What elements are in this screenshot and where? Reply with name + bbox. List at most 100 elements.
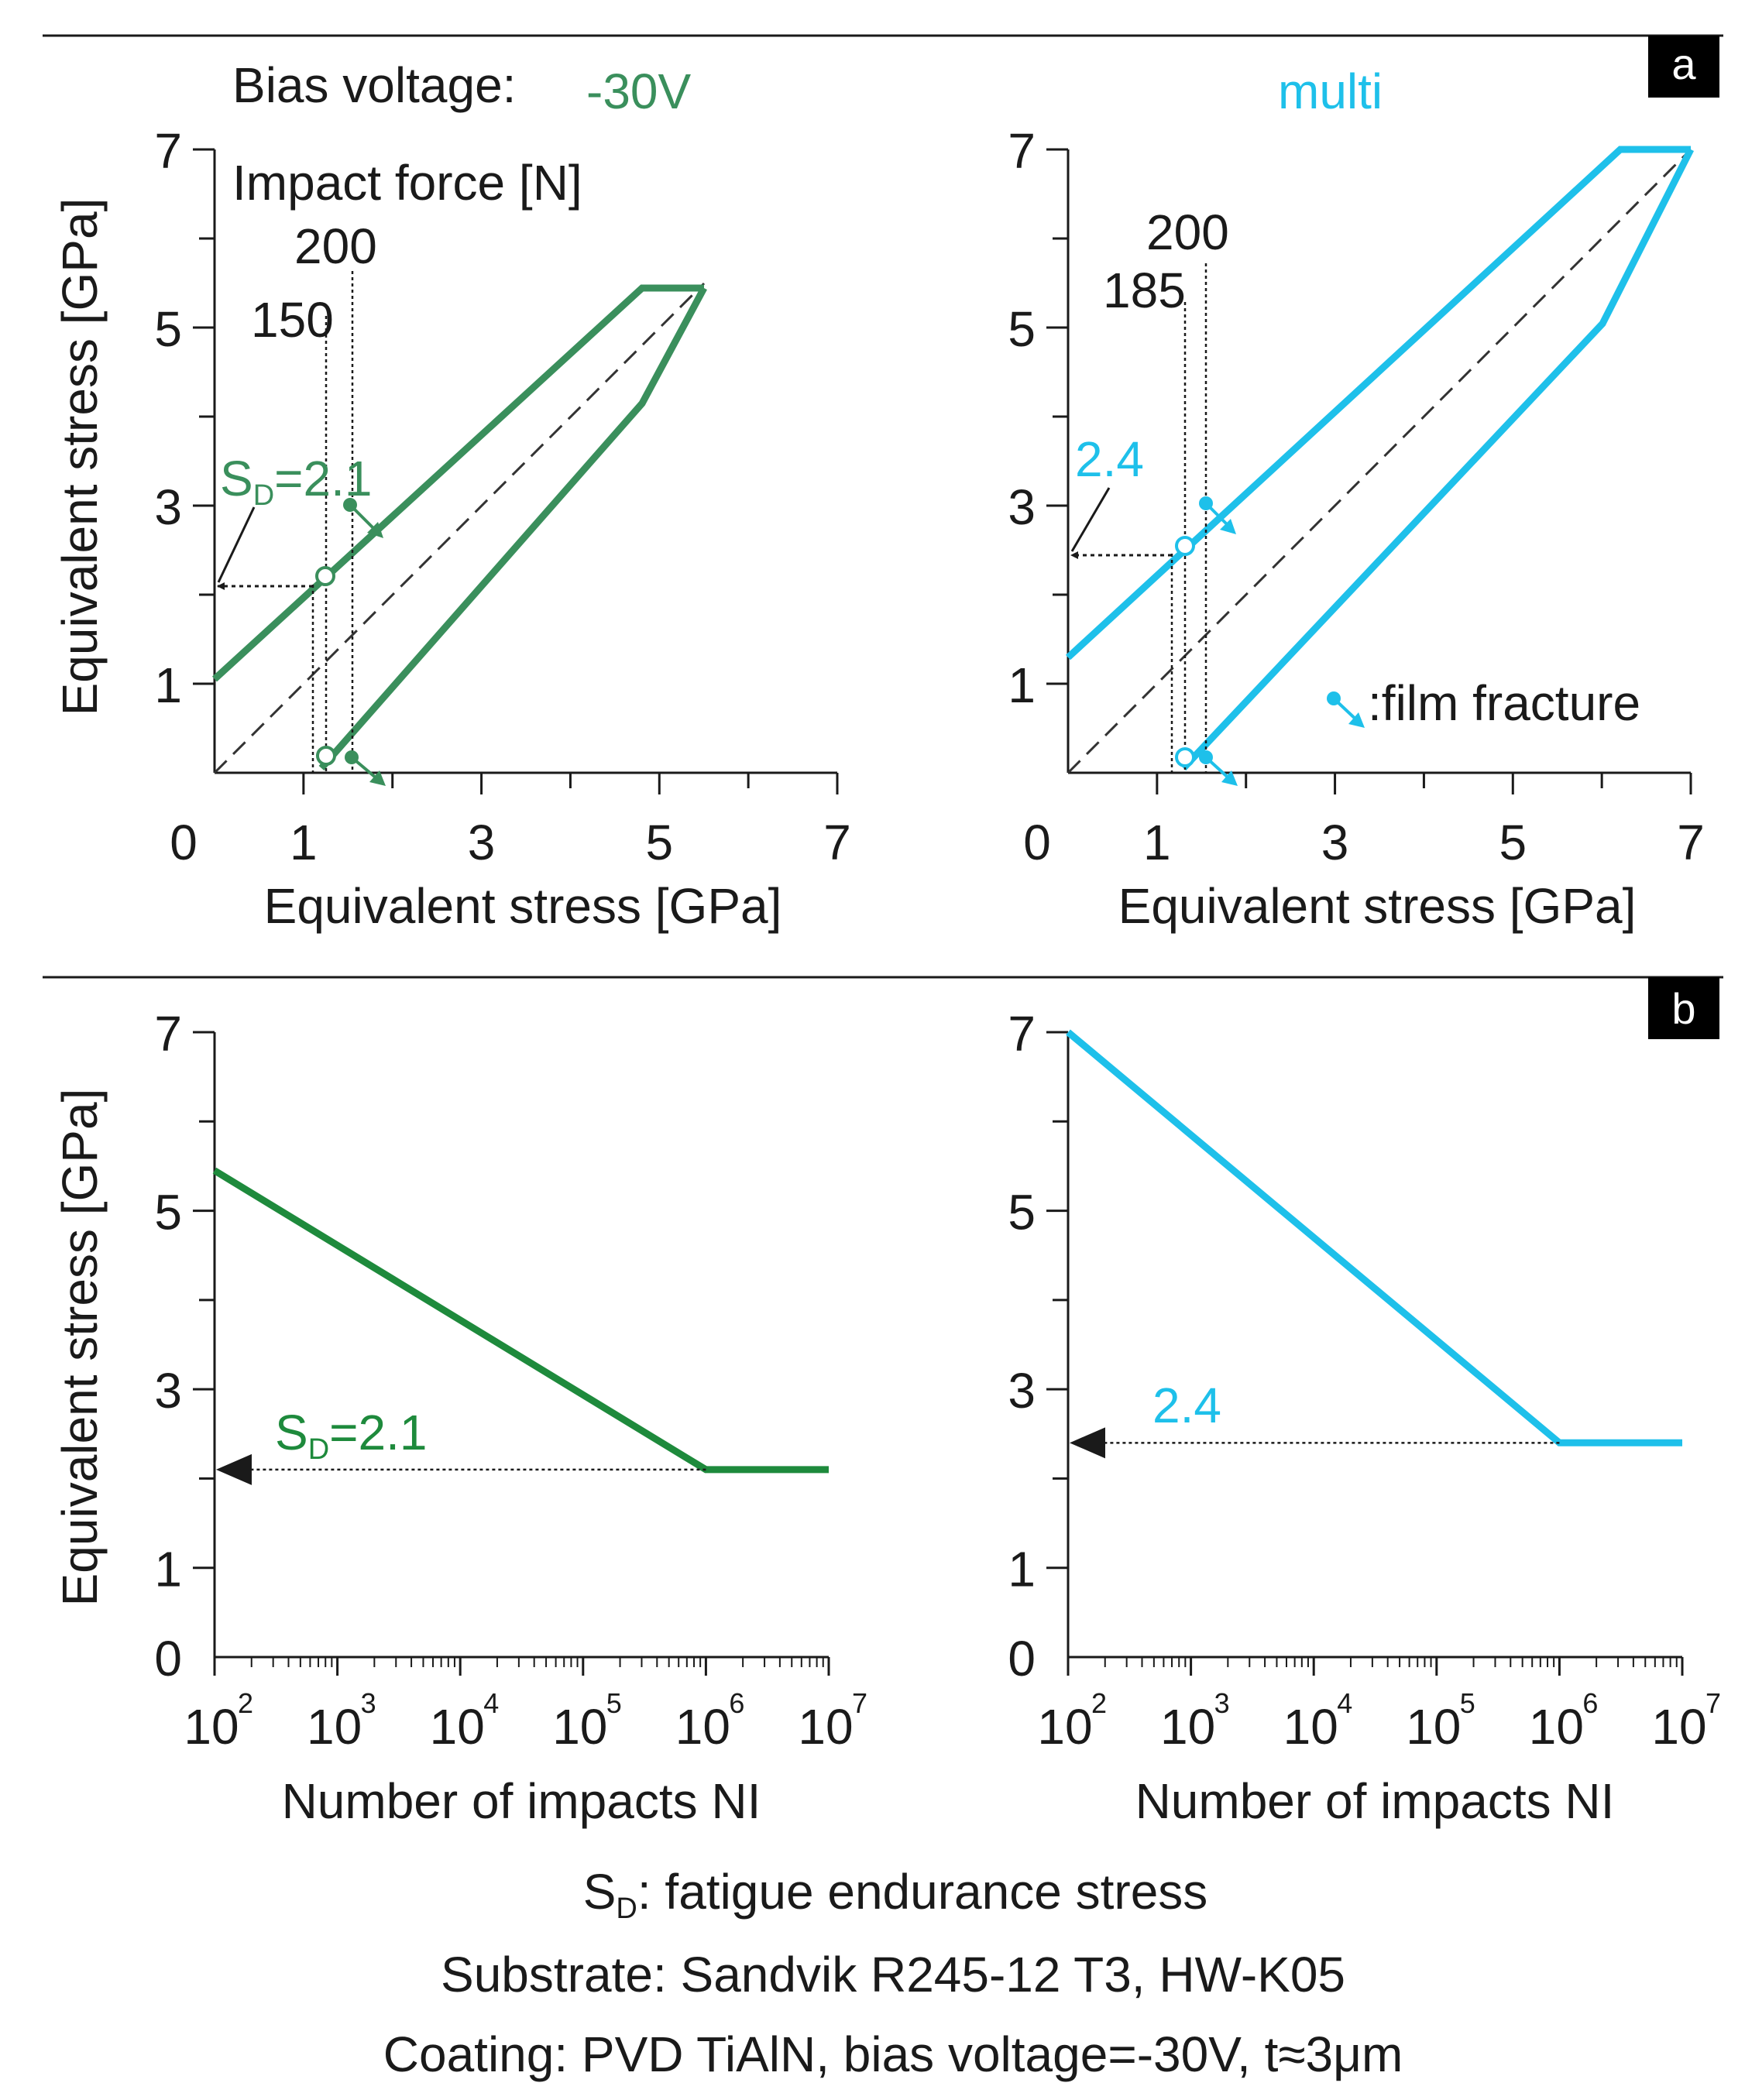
a-right-y-tick-label-3: 3 xyxy=(1008,479,1036,535)
a-left-x-tick-label-0: 0 xyxy=(170,815,198,870)
b-left-y-tick-label-7: 7 xyxy=(154,1006,182,1062)
b-left-x-tick-exp-7: 7 xyxy=(852,1687,867,1719)
legend-fracture-label: :film fracture xyxy=(1368,675,1640,731)
a-left-x-tick-label-1: 1 xyxy=(290,815,318,870)
panel-a-badge xyxy=(1648,36,1719,98)
a-left-y-tick-label-5: 5 xyxy=(154,301,182,357)
b-left-y-tick-label-0: 0 xyxy=(154,1631,182,1687)
a-left-force-150-label: 150 xyxy=(251,292,334,348)
a-left-x-tick-label-3: 3 xyxy=(468,815,496,870)
b-right-sd-arrowhead xyxy=(1070,1427,1105,1459)
b-right-x-tick-exp-4: 4 xyxy=(1337,1687,1352,1719)
b-left-y-tick-label-5: 5 xyxy=(154,1185,182,1240)
panel-b-badge xyxy=(1648,977,1719,1039)
b-right-x-tick-label-4: 10 xyxy=(1283,1699,1338,1755)
footer-line-1: SD: fatigue endurance stress xyxy=(583,1864,1208,1925)
a-right-y-tick-label-1: 1 xyxy=(1008,657,1036,713)
a-right-x-tick-label-0: 0 xyxy=(1023,815,1051,870)
a-left-lower-marker xyxy=(316,746,336,766)
a-left-y-axis-label: Equivalent stress [GPa] xyxy=(52,198,108,716)
legend-fracture-head xyxy=(1348,712,1365,728)
b-left-x-tick-label-5: 10 xyxy=(552,1699,607,1755)
a-right-force-200-label: 200 xyxy=(1146,204,1229,260)
b-left-y-tick-label-3: 3 xyxy=(154,1363,182,1419)
b-left-x-tick-exp-4: 4 xyxy=(483,1687,499,1719)
b-left-y-tick-label-1: 1 xyxy=(154,1542,182,1597)
b-left-ticks xyxy=(193,1031,830,1676)
a-left-sd-label: SD=2.1 xyxy=(220,451,372,512)
bias-voltage-value: -30V xyxy=(586,63,692,119)
a-right-sd-leader xyxy=(1070,487,1111,552)
b-right-x-tick-label-3: 10 xyxy=(1160,1699,1215,1755)
b-right-x-tick-label-2: 10 xyxy=(1037,1699,1092,1755)
b-left-y-axis-label: Equivalent stress [GPa] xyxy=(52,1089,108,1607)
a-left-force-200-label: 200 xyxy=(294,218,377,274)
b-left-x-tick-label-6: 10 xyxy=(675,1699,730,1755)
b-right-sd-label: 2.4 xyxy=(1152,1378,1221,1433)
chart-a-right: 0 1 3 5 7 1 3 5 7 Equivalent stress [GPa] :film … xyxy=(1008,123,1704,934)
a-left-x-axis-label: Equivalent stress [GPa] xyxy=(264,878,782,934)
b-left-x-axis-label: Number of impacts NI xyxy=(282,1773,761,1829)
b-left-x-tick-exp-5: 5 xyxy=(606,1687,622,1719)
b-right-x-tick-label-6: 10 xyxy=(1529,1699,1584,1755)
b-right-x-tick-exp-5: 5 xyxy=(1460,1687,1475,1719)
a-right-y-tick-label-7: 7 xyxy=(1008,123,1036,179)
a-left-fracture-head-lower xyxy=(369,770,386,786)
b-right-ticks xyxy=(1046,1031,1684,1676)
a-left-diagonal xyxy=(213,282,706,774)
b-right-y-tick-label-7: 7 xyxy=(1008,1006,1036,1062)
a-right-x-tick-label-1: 1 xyxy=(1143,815,1171,870)
panel-b-label: b xyxy=(1671,984,1695,1033)
footer-line-2: Substrate: Sandvik R245-12 T3, HW-K05 xyxy=(441,1947,1345,2002)
a-right-lower-marker xyxy=(1175,747,1195,767)
b-left-x-tick-label-4: 10 xyxy=(430,1699,485,1755)
a-left-upper-bound xyxy=(211,284,704,682)
a-right-x-tick-label-3: 3 xyxy=(1321,815,1349,870)
a-right-x-axis-label: Equivalent stress [GPa] xyxy=(1118,878,1637,934)
b-left-x-tick-label-7: 10 xyxy=(798,1699,853,1755)
a-right-tick-labels: 0 1 3 5 7 1 3 5 7 xyxy=(1008,123,1704,870)
a-left-x-tick-label-5: 5 xyxy=(645,815,673,870)
a-left-ticks xyxy=(193,148,839,794)
a-right-fracture-head-lower xyxy=(1221,770,1238,786)
a-left-tick-labels: 0 1 3 5 7 1 3 5 7 xyxy=(154,123,850,870)
a-right-diagonal xyxy=(1067,148,1692,774)
a-right-x-tick-label-5: 5 xyxy=(1499,815,1527,870)
b-right-x-tick-exp-6: 6 xyxy=(1582,1687,1598,1719)
b-left-sd-arrowhead xyxy=(216,1453,252,1485)
b-right-x-tick-exp-2: 2 xyxy=(1091,1687,1107,1719)
panel-a-label: a xyxy=(1671,39,1696,88)
b-right-y-tick-label-0: 0 xyxy=(1008,1631,1036,1687)
a-left-y-tick-label-1: 1 xyxy=(154,657,182,713)
b-right-x-axis-label: Number of impacts NI xyxy=(1135,1773,1615,1829)
a-right-fracture-head-upper xyxy=(1220,519,1236,534)
multi-label: multi xyxy=(1278,63,1383,119)
bias-voltage-label: Bias voltage: xyxy=(232,57,516,113)
b-left-x-tick-label-3: 10 xyxy=(307,1699,362,1755)
a-left-y-tick-label-7: 7 xyxy=(154,123,182,179)
a-right-x-tick-label-7: 7 xyxy=(1677,815,1705,870)
a-right-sd-label: 2.4 xyxy=(1075,431,1144,487)
b-left-x-tick-exp-6: 6 xyxy=(729,1687,744,1719)
a-left-lower-bound xyxy=(318,286,707,770)
a-right-upper-bound xyxy=(1065,146,1691,661)
a-left-impact-force-label: Impact force [N] xyxy=(232,155,582,211)
b-right-x-tick-exp-7: 7 xyxy=(1705,1687,1721,1719)
a-left-fracture-head-upper xyxy=(367,522,383,538)
b-right-x-tick-label-5: 10 xyxy=(1406,1699,1461,1755)
b-left-sd-label: SD=2.1 xyxy=(275,1405,427,1466)
b-right-x-tick-exp-3: 3 xyxy=(1214,1687,1230,1719)
a-left-upper-marker xyxy=(315,566,335,586)
a-right-ticks xyxy=(1046,148,1692,794)
b-right-y-tick-label-3: 3 xyxy=(1008,1363,1036,1419)
b-left-x-tick-exp-2: 2 xyxy=(238,1687,253,1719)
a-left-x-tick-label-7: 7 xyxy=(823,815,851,870)
a-right-upper-marker xyxy=(1175,536,1195,556)
a-right-force-185-label: 185 xyxy=(1103,262,1186,318)
b-left-x-tick-exp-3: 3 xyxy=(361,1687,376,1719)
